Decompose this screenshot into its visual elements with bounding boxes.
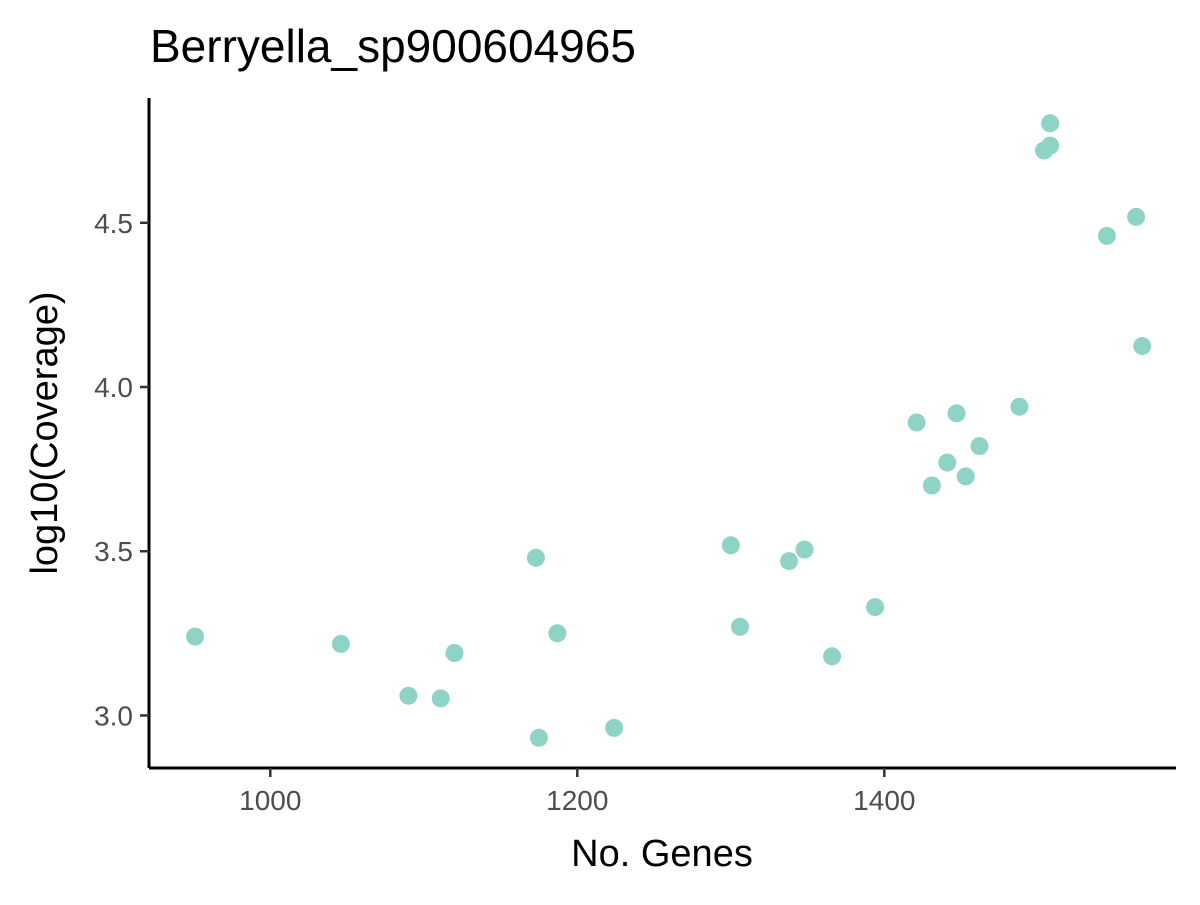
data-point-19 bbox=[947, 404, 966, 423]
data-point-5 bbox=[445, 644, 464, 662]
y-tick-label-3.5: 3.5 bbox=[94, 536, 133, 567]
data-point-10 bbox=[721, 536, 740, 555]
data-point-11 bbox=[731, 617, 749, 636]
y-tick-label-3.0: 3.0 bbox=[94, 700, 133, 731]
ticks-layer: 1000 1200 1400 3.0 3.5 4.0 4.5 bbox=[94, 208, 915, 816]
data-point-8 bbox=[548, 624, 567, 643]
data-point-15 bbox=[866, 598, 885, 617]
data-point-14 bbox=[823, 647, 842, 666]
data-point-25 bbox=[1041, 114, 1060, 133]
data-point-6 bbox=[526, 548, 545, 567]
data-point-28 bbox=[1133, 337, 1152, 355]
x-tick-label-1200: 1200 bbox=[546, 785, 608, 816]
data-point-7 bbox=[529, 728, 548, 747]
data-point-1 bbox=[186, 627, 205, 646]
y-tick-label-4.0: 4.0 bbox=[94, 372, 133, 403]
data-point-22 bbox=[1010, 397, 1029, 416]
axes-layer bbox=[147, 98, 1176, 770]
data-point-4 bbox=[431, 689, 450, 708]
data-point-9 bbox=[605, 718, 624, 737]
chart-title: Berryella_sp900604965 bbox=[150, 20, 636, 72]
x-tick-label-1000: 1000 bbox=[239, 785, 301, 816]
data-point-16 bbox=[907, 413, 926, 432]
data-point-3 bbox=[399, 686, 418, 705]
x-tick-label-1400: 1400 bbox=[853, 785, 915, 816]
x-axis-title: No. Genes bbox=[571, 833, 753, 875]
data-point-27 bbox=[1127, 207, 1146, 226]
data-point-17 bbox=[922, 476, 941, 495]
data-point-13 bbox=[795, 540, 814, 559]
points-layer bbox=[186, 114, 1152, 747]
data-point-18 bbox=[938, 453, 957, 472]
data-point-26 bbox=[1097, 226, 1116, 245]
y-tick-label-4.5: 4.5 bbox=[94, 208, 133, 239]
data-point-2 bbox=[331, 634, 350, 653]
data-point-12 bbox=[780, 552, 799, 571]
data-point-24 bbox=[1041, 136, 1060, 155]
data-point-21 bbox=[970, 437, 989, 456]
y-axis-title: log10(Coverage) bbox=[24, 291, 66, 574]
data-point-20 bbox=[956, 467, 975, 486]
